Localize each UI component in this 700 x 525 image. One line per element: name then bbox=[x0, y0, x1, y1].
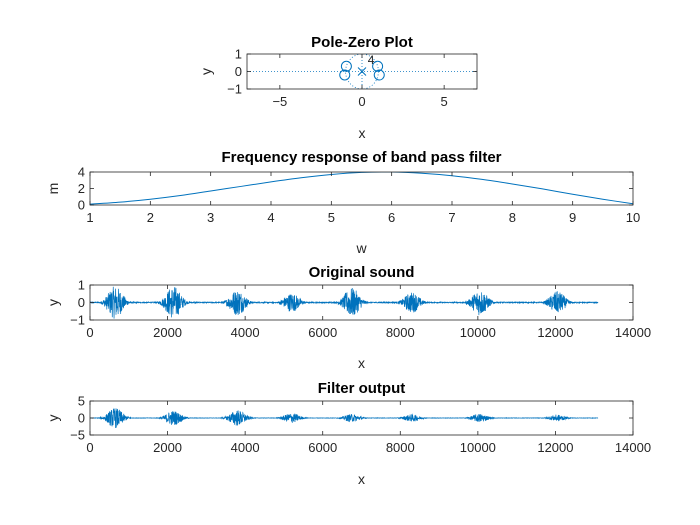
y-tick-label: 5 bbox=[78, 394, 85, 409]
chart-title: Filter output bbox=[318, 380, 405, 397]
x-tick-label: 2 bbox=[147, 210, 154, 225]
y-axis-label: y bbox=[45, 415, 61, 422]
pole-marker bbox=[357, 67, 367, 76]
x-tick-label: 0 bbox=[86, 440, 93, 455]
zero-marker bbox=[373, 69, 385, 81]
x-tick-label: 7 bbox=[448, 210, 455, 225]
y-tick-label: 1 bbox=[235, 47, 242, 62]
zero-marker bbox=[339, 69, 351, 81]
pole-multiplicity-label: 4 bbox=[368, 53, 375, 67]
y-tick-label: −5 bbox=[70, 428, 85, 443]
chart-title: Original sound bbox=[309, 264, 415, 281]
x-tick-label: 14000 bbox=[615, 325, 651, 340]
y-tick-label: −1 bbox=[70, 313, 85, 328]
x-tick-label: 12000 bbox=[537, 440, 573, 455]
y-axis-label: m bbox=[45, 183, 61, 195]
x-tick-label: 8000 bbox=[386, 440, 415, 455]
x-tick-label: 1 bbox=[86, 210, 93, 225]
x-tick-label: 9 bbox=[569, 210, 576, 225]
subplot-3: 0 2000 4000 6000 8000 10000 12000 14000−101Orig… bbox=[45, 264, 651, 371]
y-tick-label: 4 bbox=[78, 165, 85, 180]
waveform-line bbox=[90, 407, 599, 429]
plot-data bbox=[90, 172, 633, 205]
response-line bbox=[90, 172, 633, 205]
y-tick-label: 0 bbox=[235, 64, 242, 79]
x-tick-label: 5 bbox=[441, 94, 448, 109]
y-tick-label: 0 bbox=[78, 198, 85, 213]
x-tick-label: 0 bbox=[358, 94, 365, 109]
x-tick-label: 2000 bbox=[153, 325, 182, 340]
x-tick-label: 4 bbox=[267, 210, 274, 225]
waveform-line bbox=[90, 286, 599, 319]
zero-marker bbox=[340, 60, 352, 72]
x-tick-label: 14000 bbox=[615, 440, 651, 455]
y-tick-label: 2 bbox=[78, 181, 85, 196]
subplot-1: 4 −5 0 5 −1 0 1 Pole-Zero Plot x y bbox=[198, 34, 478, 141]
x-tick-label: 8000 bbox=[386, 325, 415, 340]
x-tick-label: 10000 bbox=[460, 440, 496, 455]
subplot-4: 0 2000 4000 6000 8000 10000 12000 14000−505Filt… bbox=[45, 380, 651, 487]
x-tick-label: 12000 bbox=[537, 325, 573, 340]
x-tick-label: 10 bbox=[626, 210, 640, 225]
x-tick-label: 4000 bbox=[231, 440, 260, 455]
plot-data bbox=[90, 407, 599, 429]
y-tick-label: 0 bbox=[78, 295, 85, 310]
x-tick-label: −5 bbox=[272, 94, 287, 109]
x-axis-label: x bbox=[358, 471, 365, 487]
x-axis-label: x bbox=[358, 355, 365, 371]
x-tick-label: 6000 bbox=[308, 440, 337, 455]
y-axis-label: y bbox=[198, 68, 214, 75]
x-tick-label: 4000 bbox=[231, 325, 260, 340]
x-tick-label: 6 bbox=[388, 210, 395, 225]
x-tick-label: 6000 bbox=[308, 325, 337, 340]
plot-data bbox=[247, 54, 477, 89]
zero-marker bbox=[372, 60, 384, 72]
chart-title: Frequency response of band pass filter bbox=[221, 149, 501, 166]
x-tick-label: 10000 bbox=[460, 325, 496, 340]
chart-title: Pole-Zero Plot bbox=[311, 34, 413, 51]
x-tick-label: 2000 bbox=[153, 440, 182, 455]
x-tick-label: 3 bbox=[207, 210, 214, 225]
y-tick-label: 1 bbox=[78, 278, 85, 293]
y-tick-label: −1 bbox=[227, 82, 242, 97]
x-axis-label: x bbox=[359, 125, 366, 141]
y-tick-label: 0 bbox=[78, 411, 85, 426]
x-tick-label: 8 bbox=[509, 210, 516, 225]
x-tick-label: 5 bbox=[328, 210, 335, 225]
x-axis-label: w bbox=[355, 240, 367, 256]
x-tick-label: 0 bbox=[86, 325, 93, 340]
plot-data bbox=[90, 286, 599, 319]
y-axis-label: y bbox=[45, 299, 61, 306]
